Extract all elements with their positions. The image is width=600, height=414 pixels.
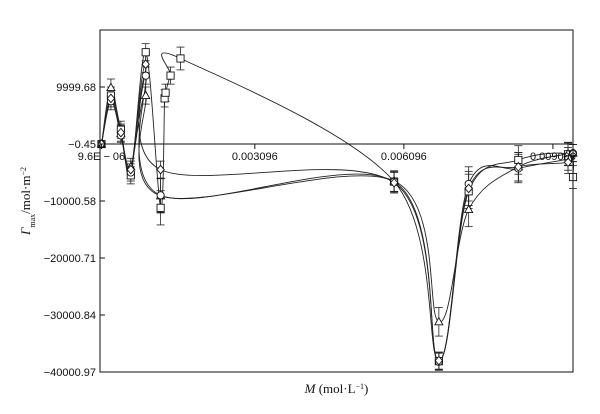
triangle-marker <box>106 82 116 92</box>
diamond-marker <box>141 59 150 70</box>
diamond-marker <box>389 177 399 188</box>
square-marker <box>156 203 165 212</box>
y-axis-title-subscript: max <box>28 214 37 228</box>
x-tick-label: 0.009096 <box>530 151 576 163</box>
x-axis-title-unit: (mol·L <box>315 381 355 396</box>
x-axis-title-main: M <box>304 381 317 396</box>
y-axis-title-main: Γ <box>18 227 33 236</box>
x-tick-label: 0.006096 <box>381 151 427 163</box>
circle-marker <box>156 191 165 200</box>
x-axis-title-unit-exponent: −1 <box>356 382 365 391</box>
y-axis-title-unit-exponent: −2 <box>19 167 28 176</box>
square-marker <box>141 48 150 57</box>
square-marker <box>161 88 170 97</box>
diamond-marker <box>116 127 126 138</box>
y-tick-label: −30000.84 <box>44 310 96 322</box>
x-axis-ticks: 9.6E − 06 0.003096 0.006096 0.009096 <box>78 143 576 163</box>
y-tick-label: −20000.71 <box>44 253 96 265</box>
series-diamond-line <box>101 63 575 362</box>
y-tick-label: −40000.97 <box>44 367 96 379</box>
y-axis-ticks: 9999.68 −0.45 −10000.58 −20000.71 −30000.84 −… <box>44 82 105 379</box>
y-tick-label: −10000.58 <box>44 196 96 208</box>
x-axis-title-unit-close: ) <box>364 381 368 396</box>
x-tick-label: 9.6E − 06 <box>78 151 125 163</box>
diamond-marker <box>156 164 165 175</box>
x-axis-title: M (mol·L−1) <box>304 381 369 396</box>
triangle-marker <box>463 204 474 213</box>
y-axis-title: Γmax/mol·m−2 <box>18 167 37 236</box>
diamond-marker <box>563 157 573 168</box>
x-tick-label: 0.003096 <box>232 151 278 163</box>
circle-marker <box>141 71 150 80</box>
triangle-marker <box>434 316 444 326</box>
y-axis-title-unit: /mol·m <box>18 176 33 214</box>
square-marker <box>176 54 185 63</box>
diamond-marker <box>514 161 523 172</box>
diamond-marker <box>464 183 473 194</box>
y-tick-label: 9999.68 <box>56 82 96 94</box>
square-marker <box>166 71 175 80</box>
triangle-marker <box>140 90 151 99</box>
diamond-marker <box>106 93 116 104</box>
diamond-marker <box>126 164 135 175</box>
y-tick-label: −0.45 <box>68 139 96 151</box>
diamond-marker <box>434 355 444 366</box>
